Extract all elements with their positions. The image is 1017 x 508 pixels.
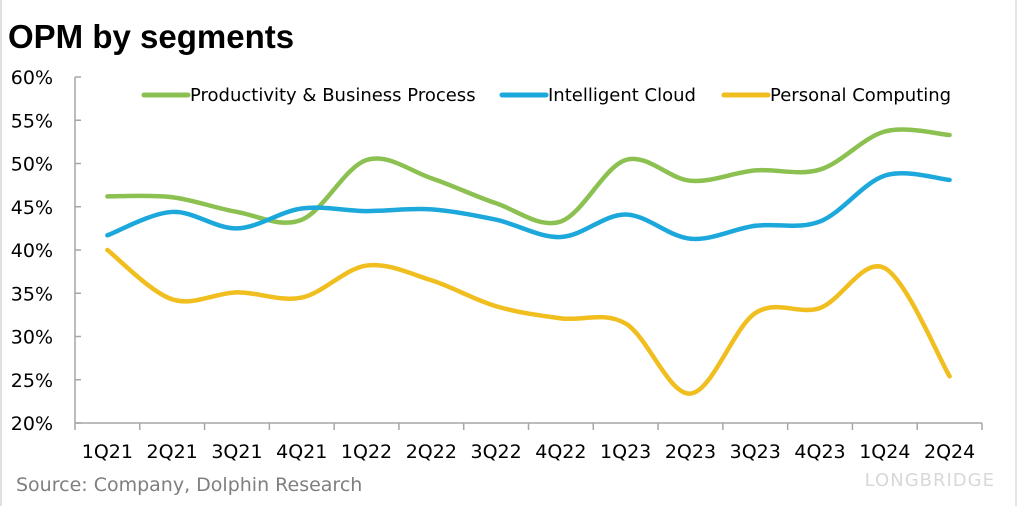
x-tick-label: 4Q22 [535,441,586,463]
series-line-0 [105,127,952,226]
y-tick-label: 30% [11,327,53,349]
series-line-2 [105,247,952,396]
x-tick-label: 3Q23 [730,441,781,463]
legend-label: Personal Computing [770,85,951,106]
y-tick-label: 60% [11,67,53,89]
x-tick-label: 4Q23 [794,441,845,463]
y-tick-label: 50% [11,154,53,176]
y-tick-label: 20% [11,413,53,435]
x-tick-label: 1Q22 [341,441,392,463]
x-tick-label: 3Q21 [211,441,262,463]
x-tick-label: 2Q22 [406,441,457,463]
legend-label: Intelligent Cloud [548,85,696,106]
x-tick-label: 3Q22 [470,441,521,463]
y-tick-label: 25% [11,370,53,392]
y-tick-label: 35% [11,283,53,305]
x-tick-label: 4Q21 [276,441,327,463]
x-tick-label: 2Q23 [665,441,716,463]
x-tick-label: 1Q21 [82,441,133,463]
x-tick-label: 1Q23 [600,441,651,463]
y-tick-label: 45% [11,197,53,219]
legend-label: Productivity & Business Process [190,85,476,106]
y-tick-label: 55% [11,110,53,132]
source-note: Source: Company, Dolphin Research [16,474,363,496]
x-tick-label: 2Q21 [147,441,198,463]
chart-title: OPM by segments [8,18,295,55]
x-tick-label: 2Q24 [924,441,975,463]
longbridge-watermark: LONGBRIDGE [864,470,995,491]
series-line-1 [105,171,952,242]
x-tick-label: 1Q24 [859,441,910,463]
y-tick-label: 40% [11,240,53,262]
